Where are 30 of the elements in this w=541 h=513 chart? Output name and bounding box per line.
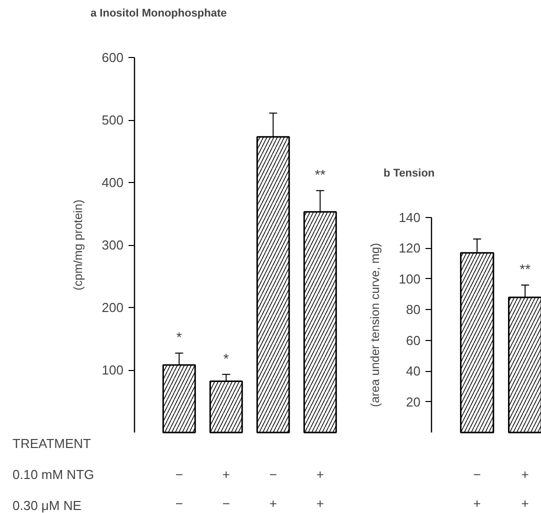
text: 0.30 μM NE [12, 498, 82, 513]
y-axis-title: (area under tension curve, mg) [368, 242, 382, 408]
x-tick-label: + + [521, 467, 529, 511]
x-tick-label: − + [473, 467, 481, 511]
x-tick-label: + + [316, 467, 324, 511]
y-axis-title: (cpm/mg protein) [70, 200, 85, 290]
y-tick-label: 20 [406, 394, 421, 410]
y-tick-label: 100 [102, 362, 124, 378]
text: 0.10 mM NTG [12, 467, 94, 482]
x-tick-label: − + [269, 467, 277, 511]
data-label: * [223, 350, 230, 366]
y-tick-label: 120 [398, 240, 421, 256]
y-tick-label: 140 [398, 210, 421, 225]
chart-title: b Tension [384, 168, 435, 180]
y-tick-label: 60 [406, 332, 421, 348]
y-tick-label: 600 [102, 50, 124, 65]
x-tick-label: + − [222, 467, 230, 511]
y-tick-label: 200 [102, 300, 124, 315]
y-tick-label: 100 [398, 271, 421, 286]
y-tick-label: 40 [406, 364, 421, 379]
data-label: * [176, 329, 182, 346]
text: TREATMENT [12, 436, 92, 451]
chart-title: a Inositol Monophosphate [90, 8, 227, 20]
x-tick-label: − − [175, 467, 183, 511]
data-label: ** [520, 261, 532, 278]
y-tick-label: 500 [102, 112, 124, 128]
y-tick-label: 80 [406, 302, 421, 318]
y-tick-label: 300 [102, 238, 124, 252]
y-tick-label: 400 [102, 175, 124, 190]
data-label: ** [314, 166, 326, 183]
